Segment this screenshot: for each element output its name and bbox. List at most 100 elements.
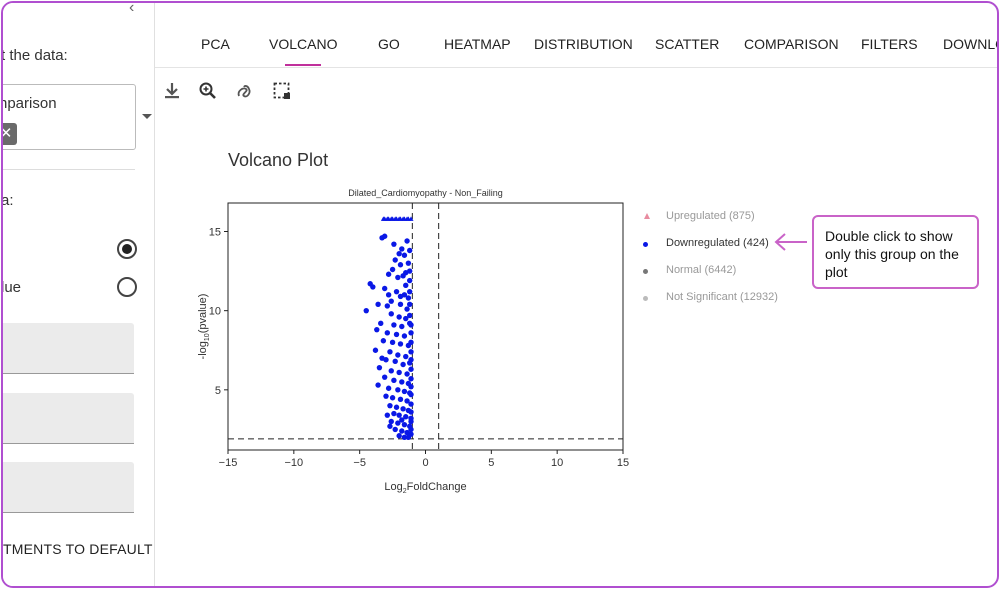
- data-point: [408, 339, 414, 346]
- data-point: [405, 295, 412, 301]
- legend-label-not-significant: Not Significant (12932): [666, 291, 778, 303]
- data-point: [408, 330, 414, 336]
- data-point: [396, 314, 402, 320]
- data-point: [399, 417, 405, 423]
- y-tick-label: 10: [209, 306, 221, 318]
- data-point: [388, 311, 394, 317]
- data-point: [408, 322, 414, 328]
- comparison-select[interactable]: nparison ✕: [1, 84, 136, 150]
- tab-scatter[interactable]: SCATTER: [655, 36, 720, 52]
- tab-filters[interactable]: FILTERS: [861, 36, 918, 52]
- data-point: [384, 330, 391, 336]
- data-point: [388, 418, 394, 425]
- data-point: [375, 301, 381, 308]
- zoom-in-icon[interactable]: [198, 81, 218, 101]
- data-point: [389, 266, 396, 273]
- legend-label-downregulated: Downregulated (424): [666, 237, 769, 249]
- tab-download[interactable]: DOWNLO: [943, 36, 997, 52]
- tab-bar: PCA VOLCANO GO HEATMAP DISTRIBUTION SCAT…: [155, 3, 997, 68]
- data-point: [401, 421, 408, 428]
- data-point: [395, 387, 401, 393]
- data-point: [387, 423, 393, 429]
- data-point: [382, 216, 388, 221]
- data-point: [405, 216, 411, 221]
- y-tick-label: 15: [209, 227, 221, 239]
- dot-marker-icon: [643, 269, 648, 274]
- data-point: [407, 247, 413, 254]
- data-point: [408, 383, 414, 390]
- data-point: [407, 301, 413, 308]
- tab-volcano[interactable]: VOLCANO: [269, 36, 338, 52]
- data-point: [389, 395, 396, 401]
- data-point: [403, 353, 409, 360]
- data-point: [408, 349, 414, 355]
- x-tick-label: −5: [353, 457, 366, 469]
- lasso-icon[interactable]: [235, 81, 255, 101]
- data-point: [397, 396, 404, 403]
- tab-heatmap[interactable]: HEATMAP: [444, 36, 511, 52]
- data-point: [408, 418, 414, 425]
- data-point: [396, 250, 402, 257]
- legend-label-upregulated: Upregulated (875): [666, 210, 755, 222]
- data-point: [392, 426, 398, 433]
- data-point: [391, 322, 397, 328]
- data-point: [403, 414, 409, 420]
- data-point: [395, 420, 401, 426]
- tab-comparison[interactable]: COMPARISON: [744, 36, 839, 52]
- tab-pca[interactable]: PCA: [201, 36, 230, 52]
- data-point: [384, 303, 391, 309]
- dot-marker-icon: [643, 296, 648, 301]
- active-tab-indicator: [285, 64, 321, 66]
- data-point: [388, 368, 394, 374]
- data-point: [380, 338, 387, 344]
- data-point: [401, 434, 408, 441]
- data-point: [401, 333, 408, 339]
- data-point: [392, 257, 398, 263]
- data-point: [408, 366, 414, 372]
- box-select-icon[interactable]: [272, 81, 292, 101]
- data-point: [381, 233, 388, 239]
- data-point: [408, 401, 414, 407]
- input-field-3[interactable]: [3, 462, 134, 513]
- data-point: [374, 326, 380, 333]
- radio-option-2[interactable]: [117, 277, 137, 297]
- data-point: [391, 377, 397, 384]
- download-icon[interactable]: [162, 81, 182, 101]
- data-point: [397, 293, 404, 300]
- radio-option-label-2: lue: [1, 279, 22, 296]
- x-tick-label: 0: [422, 457, 428, 469]
- data-point: [404, 306, 410, 312]
- callout-arrow-icon: [774, 233, 807, 251]
- tab-distribution[interactable]: DISTRIBUTION: [534, 36, 633, 52]
- chip-remove-icon[interactable]: ✕: [3, 123, 17, 145]
- data-point: [396, 433, 402, 439]
- data-point: [399, 428, 405, 434]
- dropdown-arrow-icon[interactable]: [142, 114, 152, 119]
- triangle-marker-icon: [644, 213, 650, 219]
- sidebar-divider: [3, 169, 135, 170]
- data-point: [385, 292, 392, 298]
- data-point: [392, 358, 398, 365]
- plot-frame: [227, 202, 624, 451]
- input-field-1[interactable]: [3, 323, 134, 374]
- data-point: [404, 398, 410, 404]
- data-point: [408, 426, 414, 433]
- data-point: [391, 410, 397, 417]
- tab-go[interactable]: GO: [378, 36, 400, 52]
- comparison-select-value: nparison: [1, 95, 57, 112]
- radio-option-1[interactable]: [117, 239, 137, 259]
- reset-adjustments-button[interactable]: TMENTS TO DEFAULT: [3, 541, 153, 557]
- x-tick-label: 5: [488, 457, 494, 469]
- radio-group-label: a:: [1, 192, 14, 209]
- input-field-2[interactable]: [3, 393, 134, 444]
- volcano-chart[interactable]: Dilated_Cardiomyopathy - Non_Failing −15 −…: [193, 183, 633, 493]
- y-tick-label: 5: [215, 385, 221, 397]
- data-point: [386, 216, 392, 221]
- x-axis-label: Log2FoldChange: [384, 481, 466, 493]
- data-point: [388, 298, 394, 304]
- data-point: [408, 409, 414, 415]
- data-point: [400, 406, 406, 412]
- collapse-sidebar-icon[interactable]: ‹: [129, 1, 135, 16]
- data-point: [395, 352, 401, 358]
